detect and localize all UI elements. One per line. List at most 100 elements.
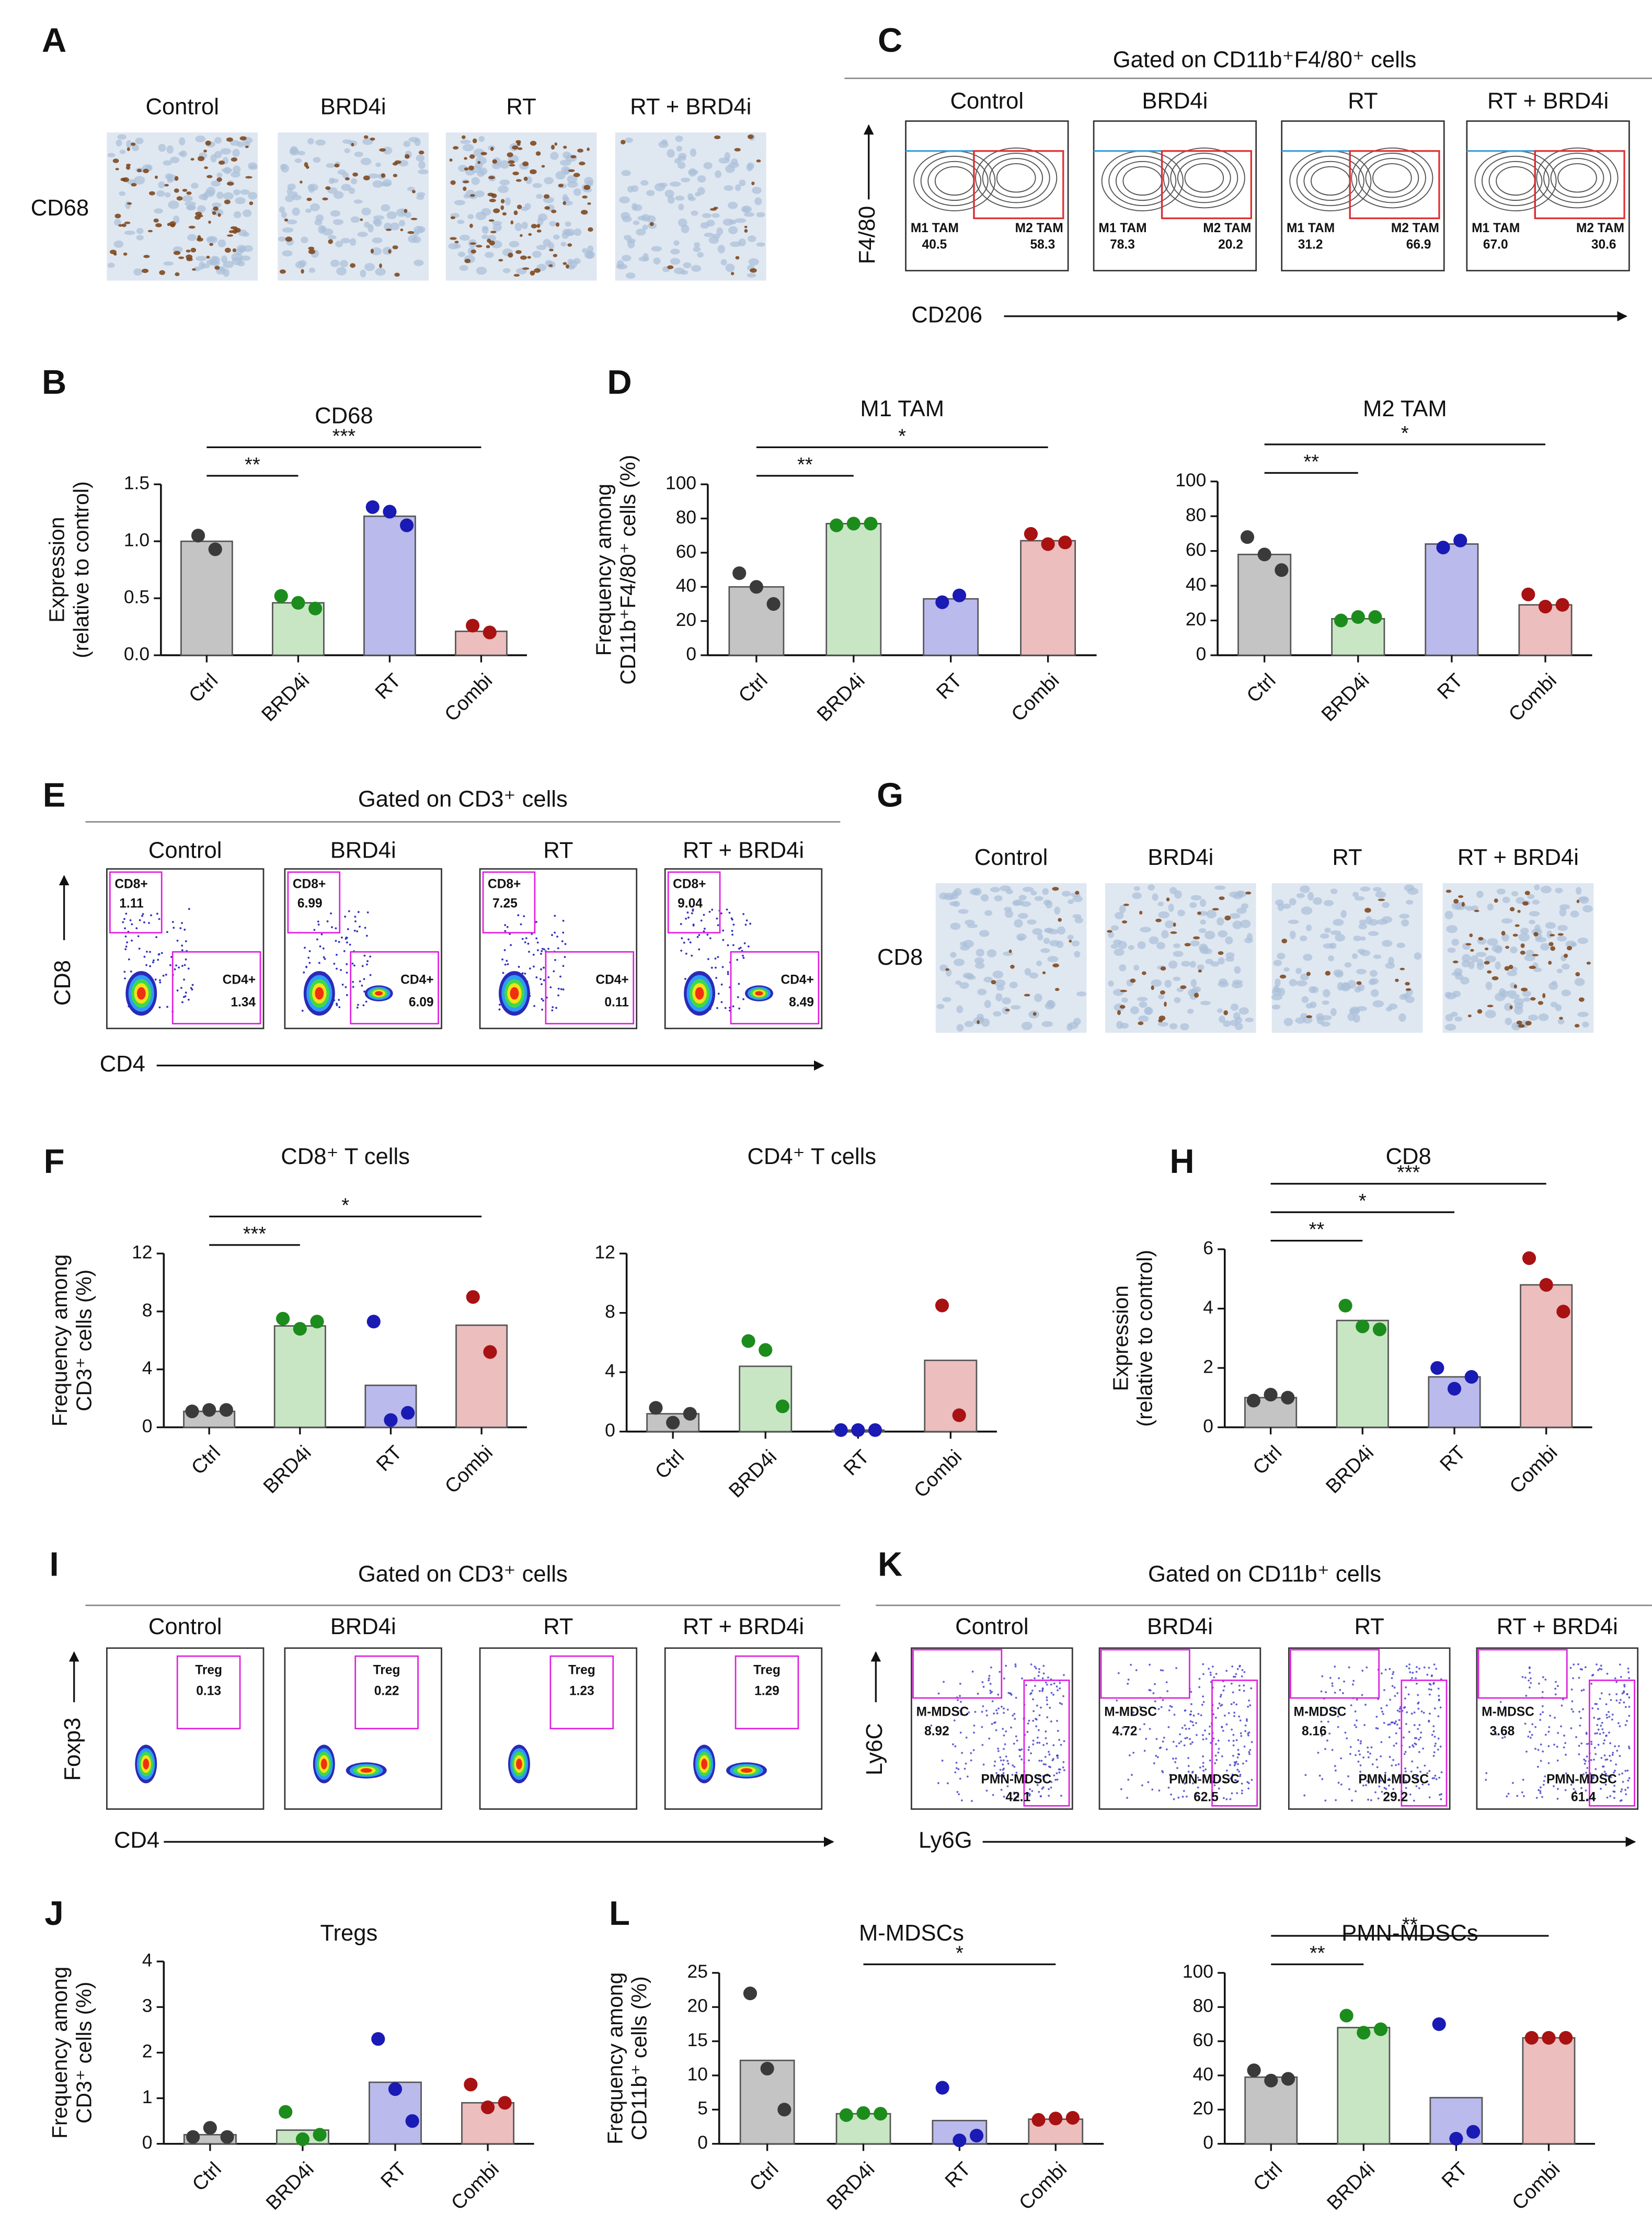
event [1349,1746,1352,1748]
event [1555,1681,1557,1683]
event [1540,1760,1542,1762]
event [1127,1679,1130,1681]
event [1380,1741,1383,1743]
event [1581,1668,1584,1671]
event [1586,1755,1588,1758]
event [1038,1729,1040,1731]
event [720,983,723,986]
event [155,936,158,939]
gate-text: M1 TAM [1287,221,1335,235]
nucleus [1137,941,1146,949]
nucleus [299,260,307,267]
nucleus [691,210,698,216]
nucleus [350,178,358,185]
stain-spot [1576,899,1580,904]
nucleus [1047,956,1059,963]
event [1057,1689,1059,1692]
nucleus [1454,1016,1463,1022]
event [507,963,509,965]
bar [455,630,508,656]
gate-text: CD4+ [595,973,628,987]
nucleus [1119,905,1126,914]
event [1167,1726,1170,1728]
event [1189,1720,1192,1722]
nucleus [742,207,750,213]
event [1600,1664,1602,1667]
panel-letter: J [44,1894,63,1932]
event [343,950,346,952]
data-point [1281,1390,1295,1405]
event [1596,1724,1599,1726]
event [1359,1764,1362,1766]
event [1501,1737,1504,1739]
event [1327,1720,1329,1723]
stain-spot [536,224,541,228]
stain-spot [228,230,234,233]
stain-spot [379,148,386,152]
nucleus [1523,997,1531,1002]
y-tick-label: 100 [1175,470,1206,490]
nucleus [373,219,381,225]
stain-spot [490,146,494,151]
nucleus [398,220,406,226]
nucleus [1574,978,1585,986]
event [1040,1760,1043,1762]
event [1504,1736,1506,1738]
gate-text: 0.22 [374,1684,399,1698]
data-point [969,2128,984,2143]
event [1223,1685,1226,1687]
event [704,928,706,930]
event [1191,1782,1194,1785]
gate [109,871,163,934]
event [972,1749,975,1751]
nucleus [549,221,557,226]
event [1186,1737,1188,1739]
event [736,959,739,961]
stain-spot [1158,1015,1166,1021]
y-tick-label: 0 [142,1416,153,1436]
significance-label: * [341,1194,349,1216]
y-tick-label: 4 [142,1949,153,1970]
event [1343,1680,1345,1683]
nucleus [1132,892,1142,899]
nucleus [996,985,1004,991]
nucleus [360,157,372,165]
nucleus [248,192,258,200]
stain-spot [245,145,249,149]
event [1547,1730,1550,1733]
nucleus [1054,906,1061,915]
event [958,1793,960,1796]
event [1243,1671,1246,1673]
nucleus [1225,952,1235,959]
nucleus [1206,910,1217,919]
stain-spot [118,224,123,227]
event [346,937,348,939]
nucleus [1396,942,1406,949]
event [711,908,714,911]
event [1426,1673,1429,1676]
event [1238,1770,1241,1773]
event [1542,1784,1545,1786]
stain-spot [143,168,149,174]
stain-spot [469,242,476,245]
data-point [291,596,305,610]
stain-spot [450,180,456,185]
nucleus [235,197,246,204]
nucleus [381,204,391,212]
event [1053,1682,1056,1685]
stain-spot [744,229,748,233]
nucleus [675,135,683,142]
event [1181,1727,1184,1729]
event [1185,1728,1187,1730]
nucleus [1330,930,1341,935]
nucleus [1273,985,1279,993]
density-blob [143,1759,150,1770]
stain-spot [385,229,392,231]
nucleus [1225,936,1233,944]
event [1236,1792,1238,1795]
nucleus [221,255,228,264]
gate [171,951,261,1024]
stain-spot [206,175,213,178]
stain-spot [381,173,386,178]
